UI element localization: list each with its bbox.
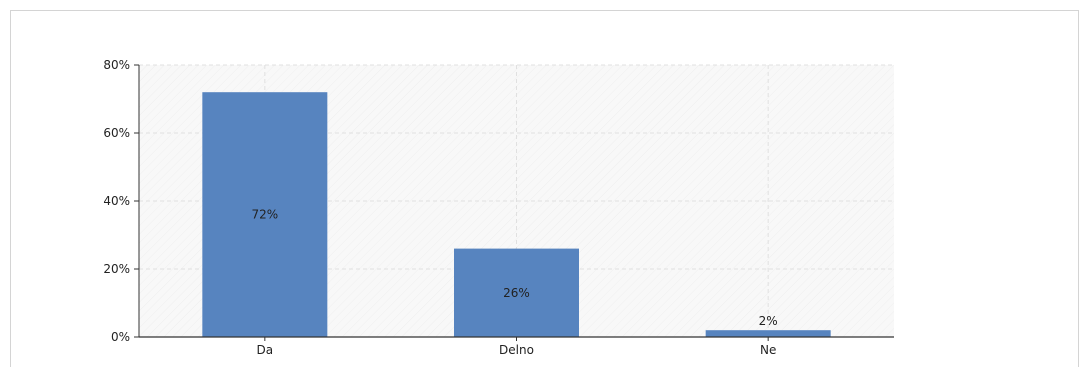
- y-tick-label: 80%: [103, 58, 130, 72]
- y-tick-label: 40%: [103, 194, 130, 208]
- bar-value-label: 26%: [503, 286, 530, 300]
- bar-ne: [705, 330, 831, 337]
- x-tick-label: Ne: [760, 343, 776, 357]
- bar-da: [202, 92, 328, 337]
- y-tick-label: 60%: [103, 126, 130, 140]
- labels: 0% 20% 40% 60% 80% 72% 26% 2% Da Delno Ne: [103, 58, 777, 357]
- bars: [202, 92, 831, 337]
- x-tick-label: Da: [257, 343, 274, 357]
- bar-delno: [454, 248, 579, 337]
- x-tick-label: Delno: [499, 343, 534, 357]
- chart-container: [10, 10, 1079, 367]
- axes: [134, 64, 894, 341]
- y-tick-label: 0%: [111, 330, 130, 344]
- bar-value-label: 2%: [759, 314, 778, 328]
- bar-value-label: 72%: [251, 208, 278, 222]
- y-tick-label: 20%: [103, 262, 130, 276]
